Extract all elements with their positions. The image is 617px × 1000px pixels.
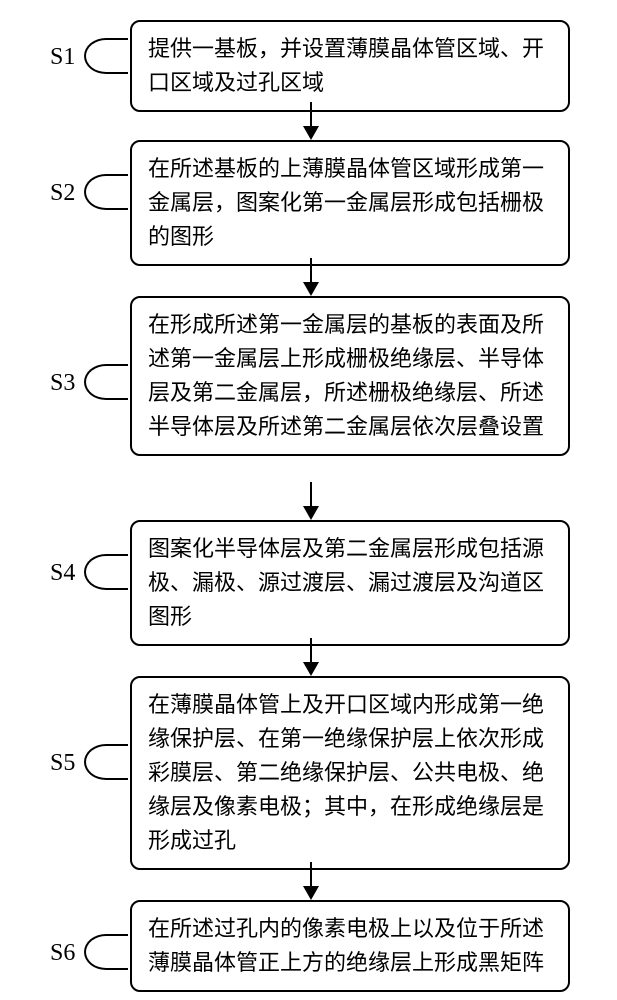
- arrow-line: [310, 102, 312, 126]
- label-connector: [84, 554, 128, 590]
- arrow-line: [310, 482, 312, 506]
- step-box-s6: 在所述过孔内的像素电极上以及位于所述薄膜晶体管正上方的绝缘层上形成黑矩阵: [130, 900, 570, 992]
- arrow-head-icon: [303, 662, 319, 676]
- step-label-s1: S1: [50, 44, 75, 71]
- arrow-head-icon: [303, 126, 319, 140]
- flowchart-container: S1 提供一基板，并设置薄膜晶体管区域、开口区域及过孔区域 S2 在所述基板的上薄膜晶…: [0, 0, 617, 1000]
- arrow-line: [310, 638, 312, 662]
- arrow-head-icon: [303, 506, 319, 520]
- step-box-s1: 提供一基板，并设置薄膜晶体管区域、开口区域及过孔区域: [130, 20, 570, 112]
- arrow-line: [310, 862, 312, 886]
- step-box-s4: 图案化半导体层及第二金属层形成包括源极、漏极、源过渡层、漏过渡层及沟道区图形: [130, 520, 570, 646]
- step-label-s4: S4: [50, 560, 75, 587]
- label-connector: [84, 38, 128, 74]
- step-label-s6: S6: [50, 940, 75, 967]
- label-connector: [84, 744, 128, 780]
- step-label-s2: S2: [50, 180, 75, 207]
- label-connector: [84, 934, 128, 970]
- step-box-s3: 在形成所述第一金属层的基板的表面及所述第一金属层上形成栅极绝缘层、半导体层及第二…: [130, 296, 570, 456]
- step-box-s2: 在所述基板的上薄膜晶体管区域形成第一金属层，图案化第一金属层形成包括栅极的图形: [130, 140, 570, 266]
- label-connector: [84, 364, 128, 400]
- step-label-s5: S5: [50, 750, 75, 777]
- arrow-line: [310, 258, 312, 282]
- arrow-head-icon: [303, 282, 319, 296]
- step-label-s3: S3: [50, 370, 75, 397]
- step-box-s5: 在薄膜晶体管上及开口区域内形成第一绝缘保护层、在第一绝缘保护层上依次形成彩膜层、…: [130, 676, 570, 870]
- arrow-head-icon: [303, 886, 319, 900]
- label-connector: [84, 174, 128, 210]
